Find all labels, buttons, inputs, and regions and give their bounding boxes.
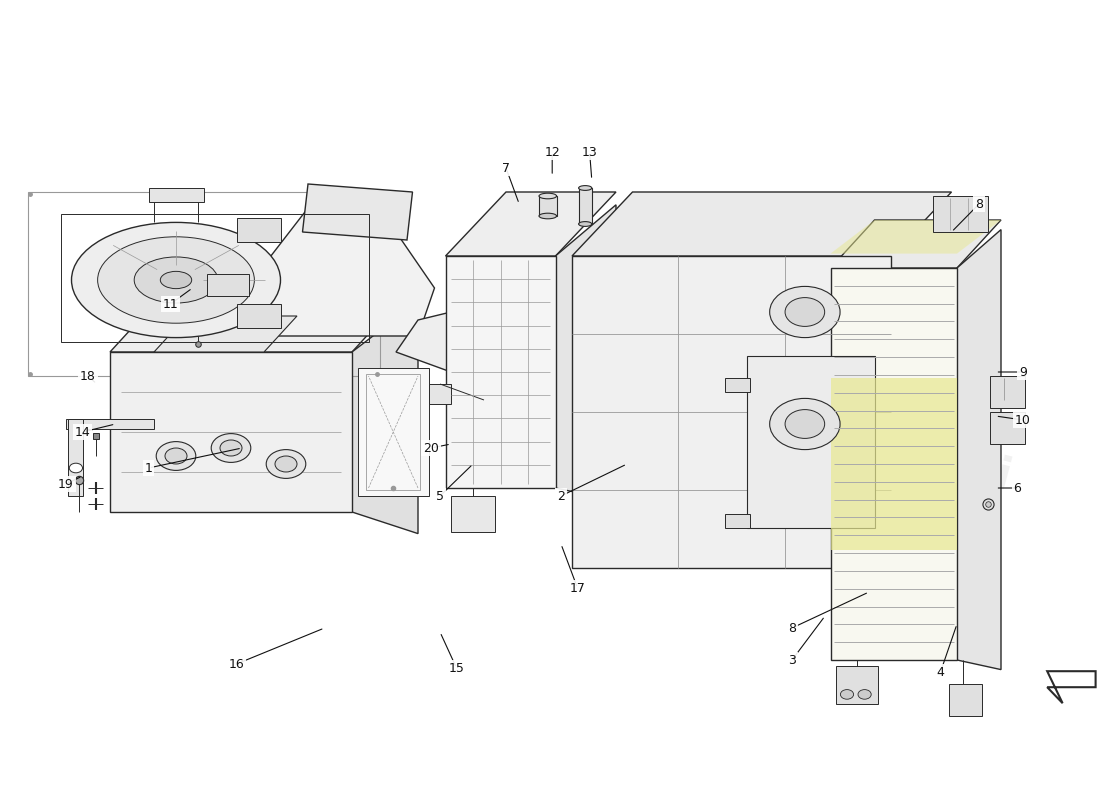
Polygon shape — [830, 220, 1001, 268]
Bar — [366, 374, 420, 490]
Bar — [28, 192, 379, 376]
Text: 6: 6 — [1013, 482, 1022, 494]
Polygon shape — [446, 192, 616, 256]
Polygon shape — [830, 378, 957, 550]
Bar — [949, 684, 982, 716]
Bar — [933, 196, 988, 232]
Text: 12: 12 — [544, 146, 560, 158]
Text: 4: 4 — [936, 666, 945, 678]
Circle shape — [785, 298, 825, 326]
Bar — [236, 304, 280, 328]
Circle shape — [275, 456, 297, 472]
Circle shape — [266, 450, 306, 478]
Text: 8: 8 — [788, 622, 796, 634]
Ellipse shape — [579, 186, 592, 190]
Polygon shape — [352, 302, 418, 534]
Text: 5: 5 — [436, 490, 444, 502]
Text: 3: 3 — [788, 654, 796, 666]
Polygon shape — [154, 316, 297, 352]
Text: 20: 20 — [424, 442, 439, 454]
Text: 1: 1 — [144, 462, 153, 474]
Bar — [148, 188, 204, 202]
Bar — [358, 368, 429, 496]
Bar — [836, 666, 878, 704]
Ellipse shape — [134, 257, 218, 303]
Polygon shape — [572, 192, 952, 256]
Text: 18: 18 — [80, 370, 96, 382]
Text: 16: 16 — [229, 658, 244, 670]
Bar — [539, 196, 557, 216]
Bar — [748, 357, 876, 528]
Bar — [207, 274, 249, 296]
Circle shape — [770, 398, 840, 450]
Text: 19: 19 — [58, 478, 74, 490]
Text: 14: 14 — [75, 426, 90, 438]
Polygon shape — [830, 268, 957, 660]
Text: 2: 2 — [557, 490, 565, 502]
Bar — [726, 514, 750, 528]
Bar — [990, 376, 1025, 408]
Text: 7: 7 — [502, 162, 510, 174]
Text: 13: 13 — [582, 146, 597, 158]
Bar — [726, 378, 750, 392]
Bar — [451, 496, 495, 532]
Text: lamborghini
parts: lamborghini parts — [701, 380, 1015, 548]
Polygon shape — [446, 256, 556, 488]
Ellipse shape — [539, 214, 557, 218]
Bar — [990, 412, 1025, 444]
Ellipse shape — [98, 237, 254, 323]
Circle shape — [840, 690, 854, 699]
Polygon shape — [830, 220, 1001, 254]
Ellipse shape — [579, 222, 592, 226]
Circle shape — [156, 442, 196, 470]
Polygon shape — [891, 211, 952, 587]
Polygon shape — [957, 230, 1001, 670]
Circle shape — [165, 448, 187, 464]
Polygon shape — [66, 419, 154, 429]
Polygon shape — [556, 205, 616, 501]
Text: 8: 8 — [975, 198, 983, 210]
Polygon shape — [68, 419, 82, 496]
Circle shape — [69, 463, 82, 473]
Polygon shape — [258, 208, 434, 336]
Polygon shape — [110, 352, 352, 512]
Text: 10: 10 — [1015, 414, 1031, 426]
Polygon shape — [572, 256, 891, 568]
Circle shape — [858, 690, 871, 699]
Circle shape — [785, 410, 825, 438]
Polygon shape — [302, 184, 412, 240]
Polygon shape — [110, 280, 418, 352]
Polygon shape — [1047, 671, 1096, 703]
Ellipse shape — [72, 222, 280, 338]
Text: a passion for parts.com: a passion for parts.com — [305, 285, 685, 483]
Circle shape — [220, 440, 242, 456]
Text: 11: 11 — [163, 298, 178, 310]
Bar — [429, 384, 451, 404]
Ellipse shape — [539, 194, 557, 198]
Bar — [236, 218, 280, 242]
Bar — [60, 214, 369, 342]
Ellipse shape — [161, 271, 191, 289]
Polygon shape — [396, 312, 473, 376]
Bar — [579, 188, 592, 224]
Text: 9: 9 — [1019, 366, 1027, 378]
Text: 15: 15 — [449, 662, 464, 674]
Text: 17: 17 — [570, 582, 585, 594]
Circle shape — [770, 286, 840, 338]
Circle shape — [211, 434, 251, 462]
